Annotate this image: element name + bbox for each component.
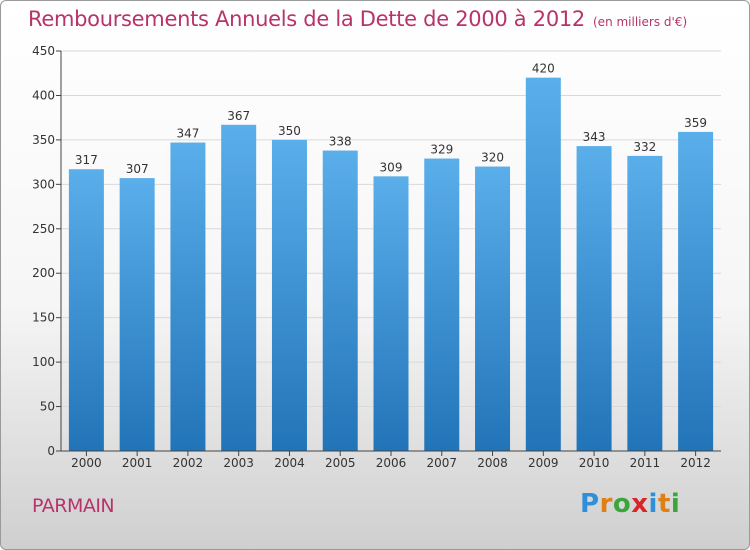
y-tick-label: 200 — [32, 266, 55, 280]
logo-letter: P — [580, 489, 600, 519]
x-tick-label: 2010 — [579, 456, 610, 470]
x-tick-label: 2004 — [274, 456, 305, 470]
logo-letter: i — [670, 489, 681, 519]
bar-value-label: 320 — [481, 151, 504, 165]
bar — [221, 124, 257, 452]
bar-value-label: 359 — [684, 116, 707, 130]
bar — [322, 150, 358, 452]
bar — [576, 146, 612, 451]
bar-value-label: 350 — [278, 124, 301, 138]
chart-subtitle: (en milliers d'€) — [593, 15, 688, 29]
bar — [373, 176, 409, 452]
bar — [525, 77, 561, 452]
y-tick-label: 350 — [32, 133, 55, 147]
logo-letter: t — [657, 489, 671, 519]
bar-value-label: 367 — [227, 109, 250, 123]
x-tick-label: 2005 — [325, 456, 356, 470]
bar — [475, 166, 511, 452]
x-tick-label: 2011 — [630, 456, 661, 470]
x-tick-label: 2003 — [223, 456, 254, 470]
bar — [424, 158, 460, 452]
x-tick-label: 2006 — [376, 456, 407, 470]
commune-name: PARMAIN — [32, 495, 115, 517]
logo-letter: i — [648, 489, 658, 519]
y-tick-label: 100 — [32, 355, 55, 369]
y-tick-label: 250 — [32, 222, 55, 236]
bar-value-label: 420 — [532, 62, 555, 76]
y-tick-label: 0 — [47, 444, 55, 458]
bar — [271, 139, 307, 451]
y-tick-label: 50 — [40, 400, 55, 414]
x-tick-label: 2008 — [477, 456, 508, 470]
chart-title: Remboursements Annuels de la Dette de 20… — [28, 7, 687, 31]
chart-title-text: Remboursements Annuels de la Dette de 20… — [28, 7, 585, 31]
axes — [56, 50, 721, 456]
labels: 0 50 100 150 200 250 300 350 400 450 317 2000 307 200… — [32, 44, 711, 470]
y-tick-label: 400 — [32, 88, 55, 102]
logo-letter: x — [631, 489, 649, 519]
bar-value-label: 347 — [176, 127, 199, 141]
x-tick-label: 2012 — [680, 456, 711, 470]
bars — [68, 77, 714, 452]
bar — [119, 178, 155, 451]
bar-value-label: 309 — [380, 160, 403, 174]
bar-value-label: 317 — [75, 153, 98, 167]
x-tick-label: 2002 — [173, 456, 204, 470]
y-tick-label: 300 — [32, 177, 55, 191]
bar-value-label: 307 — [126, 162, 149, 176]
y-tick-label: 450 — [32, 44, 55, 58]
bar-value-label: 332 — [633, 140, 656, 154]
y-tick-label: 150 — [32, 311, 55, 325]
x-tick-label: 2009 — [528, 456, 559, 470]
bar — [170, 142, 206, 452]
x-tick-label: 2007 — [426, 456, 457, 470]
x-tick-label: 2000 — [71, 456, 102, 470]
x-tick-label: 2001 — [122, 456, 153, 470]
logo-letter: r — [599, 489, 613, 519]
bar — [627, 155, 663, 451]
bar-value-label: 343 — [583, 130, 606, 144]
logo-letter: o — [612, 489, 632, 519]
bar-value-label: 338 — [329, 135, 352, 149]
bar-value-label: 329 — [430, 143, 453, 157]
bar — [678, 131, 714, 451]
bar — [68, 169, 104, 451]
proxiti-logo: Proxiti — [580, 489, 680, 519]
